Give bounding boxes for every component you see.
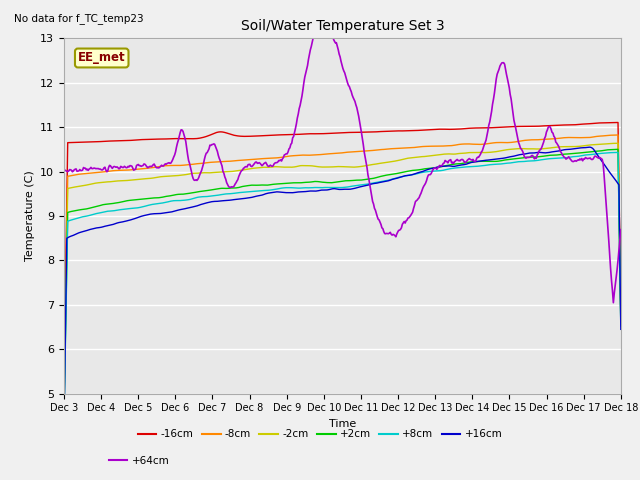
Line: +64cm: +64cm xyxy=(64,27,621,303)
-16cm xyxy=(204,133,211,139)
+16cm xyxy=(479,158,487,164)
+16cm xyxy=(432,165,440,170)
+2cm xyxy=(617,321,625,327)
Line: +8cm: +8cm xyxy=(64,153,621,419)
+64cm xyxy=(317,24,324,30)
+2cm xyxy=(159,194,166,200)
+8cm xyxy=(617,323,625,329)
+2cm xyxy=(479,158,487,164)
-16cm xyxy=(617,304,625,310)
-8cm xyxy=(614,132,622,138)
+64cm xyxy=(609,300,617,306)
+2cm xyxy=(388,171,396,177)
-2cm xyxy=(312,164,320,169)
X-axis label: Time: Time xyxy=(329,419,356,429)
-2cm xyxy=(479,150,487,156)
Title: Soil/Water Temperature Set 3: Soil/Water Temperature Set 3 xyxy=(241,19,444,33)
-2cm xyxy=(432,152,440,158)
+64cm xyxy=(389,231,397,237)
Y-axis label: Temperature (C): Temperature (C) xyxy=(24,170,35,262)
+8cm xyxy=(60,416,68,421)
-16cm xyxy=(479,125,487,131)
Line: +16cm: +16cm xyxy=(64,147,621,428)
+16cm xyxy=(312,188,320,194)
+16cm xyxy=(617,326,625,332)
-8cm xyxy=(159,163,166,169)
+2cm xyxy=(204,188,211,193)
+8cm xyxy=(388,176,396,182)
+64cm xyxy=(480,142,488,148)
+16cm xyxy=(204,200,211,205)
+8cm xyxy=(614,150,622,156)
+64cm xyxy=(60,168,68,174)
+16cm xyxy=(388,177,396,182)
-2cm xyxy=(617,317,625,323)
+2cm xyxy=(432,165,440,170)
-8cm xyxy=(388,146,396,152)
-16cm xyxy=(432,126,440,132)
+64cm xyxy=(204,150,211,156)
+2cm xyxy=(614,146,622,152)
-16cm xyxy=(614,120,622,125)
-16cm xyxy=(60,376,68,382)
Text: No data for f_TC_temp23: No data for f_TC_temp23 xyxy=(14,12,143,24)
+64cm xyxy=(312,29,320,35)
+2cm xyxy=(60,411,68,417)
+8cm xyxy=(432,168,440,174)
Legend: +64cm: +64cm xyxy=(104,452,173,470)
-8cm xyxy=(312,152,320,158)
-2cm xyxy=(60,399,68,405)
-8cm xyxy=(204,160,211,166)
+16cm xyxy=(60,425,68,431)
-8cm xyxy=(60,393,68,399)
-16cm xyxy=(159,136,166,142)
+2cm xyxy=(312,179,320,184)
Legend: -16cm, -8cm, -2cm, +2cm, +8cm, +16cm: -16cm, -8cm, -2cm, +2cm, +8cm, +16cm xyxy=(134,425,506,444)
-2cm xyxy=(614,140,622,146)
+8cm xyxy=(159,200,166,206)
-16cm xyxy=(312,131,320,137)
Line: -16cm: -16cm xyxy=(64,122,621,379)
+16cm xyxy=(586,144,593,150)
-8cm xyxy=(617,312,625,318)
+64cm xyxy=(159,163,166,169)
-2cm xyxy=(388,159,396,165)
+8cm xyxy=(479,163,487,168)
Line: -2cm: -2cm xyxy=(64,143,621,402)
-16cm xyxy=(388,128,396,134)
-8cm xyxy=(432,144,440,149)
-2cm xyxy=(204,170,211,176)
+8cm xyxy=(312,185,320,191)
Text: EE_met: EE_met xyxy=(78,51,125,64)
+64cm xyxy=(433,167,440,172)
+8cm xyxy=(204,193,211,199)
+16cm xyxy=(159,210,166,216)
-2cm xyxy=(159,174,166,180)
-8cm xyxy=(479,141,487,147)
Line: -8cm: -8cm xyxy=(64,135,621,396)
+64cm xyxy=(617,227,625,232)
Line: +2cm: +2cm xyxy=(64,149,621,414)
